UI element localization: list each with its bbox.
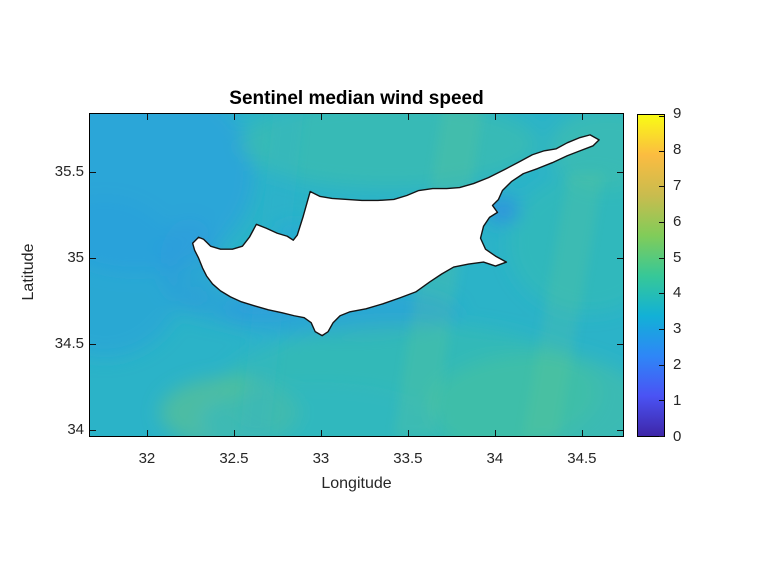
- colorbar-tick: [659, 150, 664, 152]
- colorbar-tick-label: 2: [673, 356, 682, 374]
- x-axis-label: Longitude: [321, 475, 392, 492]
- x-tick-label: 32: [138, 450, 156, 467]
- x-tick-label: 34: [486, 450, 504, 467]
- colorbar-tick-label: 4: [673, 284, 682, 302]
- y-tick-label: 34.5: [54, 334, 84, 352]
- x-tick: [321, 430, 323, 436]
- colorbar-tick-label: 0: [673, 428, 682, 445]
- y-tick: [90, 430, 96, 432]
- x-tick: [147, 114, 149, 120]
- x-tick-label: 33.5: [393, 450, 423, 467]
- colorbar-tick: [659, 435, 664, 437]
- sea-patch: [428, 352, 623, 436]
- x-tick-label: 34.5: [567, 450, 597, 467]
- y-tick-label: 35.5: [54, 162, 84, 180]
- colorbar-tick-label: 9: [673, 105, 682, 122]
- colorbar-tick: [659, 257, 664, 259]
- wind-speed-map: [90, 114, 623, 436]
- colorbar-tick-label: 8: [673, 140, 682, 158]
- colorbar-tick-label: 6: [673, 212, 682, 230]
- colorbar-tick-label: 5: [673, 248, 682, 266]
- x-tick-label: 33: [312, 450, 330, 467]
- y-tick: [617, 430, 623, 432]
- y-tick: [617, 172, 623, 174]
- colorbar: [637, 114, 665, 437]
- colorbar-tick: [659, 329, 664, 330]
- colorbar-tick-label: 3: [673, 320, 682, 338]
- x-tick: [321, 114, 323, 120]
- colorbar-tick: [659, 293, 664, 295]
- colorbar-tick: [659, 115, 664, 117]
- y-tick-label: 35: [67, 248, 84, 266]
- x-tick: [408, 114, 410, 120]
- plot-area: [89, 113, 624, 437]
- colorbar-tick-label: 1: [673, 392, 682, 410]
- sea-patch: [548, 114, 623, 189]
- x-tick: [582, 114, 584, 120]
- sea-patch: [90, 198, 185, 358]
- colorbar-tick: [659, 186, 664, 188]
- x-tick: [234, 114, 236, 120]
- y-tick-label: 34: [67, 420, 84, 438]
- x-tick: [582, 430, 584, 436]
- colorbar-tick: [659, 364, 664, 366]
- colorbar-tick-label: 7: [673, 176, 682, 194]
- swath-streak: [523, 173, 604, 436]
- y-tick: [90, 172, 96, 174]
- y-tick: [617, 344, 623, 346]
- colorbar-tick: [659, 222, 664, 223]
- y-tick: [617, 258, 623, 260]
- x-tick-label: 32.5: [219, 450, 249, 467]
- x-tick: [147, 430, 149, 436]
- y-tick: [90, 258, 96, 260]
- y-tick: [90, 344, 96, 346]
- colorbar-tick: [659, 400, 664, 402]
- cyprus-island-mask: [191, 134, 600, 337]
- x-tick: [234, 430, 236, 436]
- plot-title: Sentinel median wind speed: [229, 88, 484, 109]
- x-tick: [495, 114, 497, 120]
- x-tick: [408, 430, 410, 436]
- x-tick: [495, 430, 497, 436]
